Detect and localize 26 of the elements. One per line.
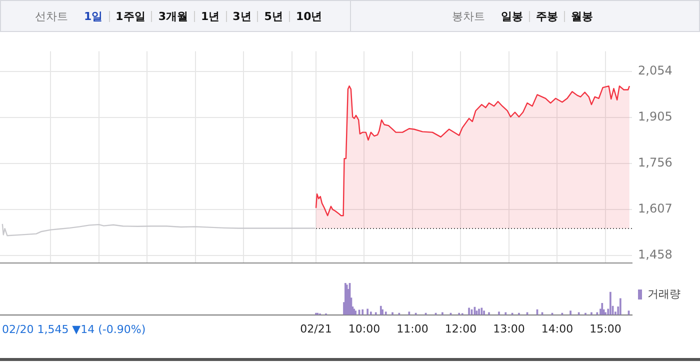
legend-label: 거래량 <box>648 287 680 300</box>
text: 3개월 <box>151 10 194 22</box>
text: 주봉 <box>529 10 564 22</box>
text: 월봉 <box>564 10 599 22</box>
x-tick-label: 14:00 <box>541 322 574 336</box>
text: 02/20 1,545 ▼14 (-0.90%) <box>2 323 146 336</box>
x-tick-label: 11:00 <box>396 322 428 336</box>
y-tick-label: 1,458 <box>638 248 672 262</box>
text: 1년 <box>194 10 226 22</box>
x-tick-label: 10:00 <box>348 322 380 336</box>
y-tick-label: 1,607 <box>638 202 672 216</box>
text: 1주일 <box>108 10 152 22</box>
y-tick-label: 1,905 <box>638 110 672 124</box>
text: 일봉 <box>500 10 524 22</box>
x-tick-label: 15:00 <box>590 322 622 336</box>
text: 봉차트 <box>451 10 486 22</box>
x-tick-label: 02/21 <box>300 322 332 336</box>
text: 3년 <box>226 10 258 22</box>
x-tick-label: 13:00 <box>493 322 525 336</box>
text: 선차트 <box>34 10 69 22</box>
text: 10년 <box>288 10 328 22</box>
text: 1일 <box>83 10 104 22</box>
x-tick-label: 12:00 <box>444 322 477 336</box>
y-tick-label: 2,054 <box>638 64 672 78</box>
y-tick-label: 1,756 <box>638 156 672 170</box>
text: 5년 <box>257 10 289 22</box>
